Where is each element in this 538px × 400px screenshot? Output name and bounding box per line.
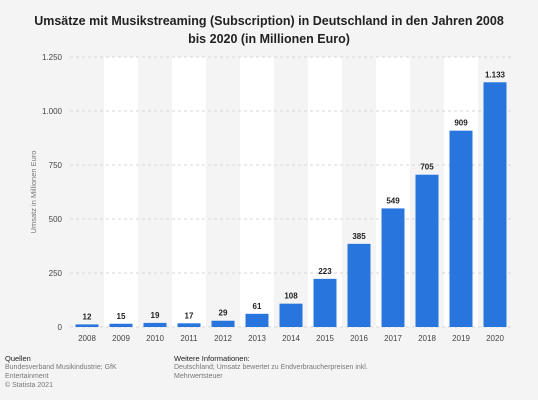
x-tick-label: 2018	[418, 334, 436, 343]
data-label: 61	[253, 302, 262, 311]
chart-title-line-2: bis 2020 (in Millionen Euro)	[188, 32, 350, 46]
data-label: 385	[352, 232, 366, 241]
y-tick-label: 250	[49, 269, 63, 278]
info-block: Weitere Informationen: Deutschland; Umsa…	[174, 354, 394, 381]
data-label: 1.133	[485, 70, 506, 79]
x-axis-ticks: 2008 2009 2010 2011 2012 2013 2014 2015 2016 2017…	[78, 334, 504, 343]
sources-line-2: Entertainment	[5, 373, 49, 380]
band	[240, 57, 274, 327]
data-label: 549	[386, 196, 400, 205]
y-tick-label: 500	[49, 215, 63, 224]
data-label: 15	[117, 312, 126, 321]
data-label: 29	[219, 309, 228, 318]
info-heading: Weitere Informationen:	[174, 354, 250, 363]
x-tick-label: 2017	[384, 334, 402, 343]
bar	[211, 320, 235, 327]
x-tick-label: 2020	[486, 334, 504, 343]
bar	[75, 324, 99, 327]
bar	[381, 208, 405, 327]
sources-heading: Quellen	[5, 354, 31, 363]
bar	[313, 278, 337, 327]
y-tick-label: 750	[49, 161, 63, 170]
data-labels: 12 15 19 17 29 61 108 223 385 549 705 909 1.133	[83, 70, 506, 321]
bar	[483, 82, 507, 327]
bar	[109, 323, 133, 327]
y-axis-label: Umsatz in Millionen Euro	[29, 151, 38, 234]
info-line-2: Mehrwertsteuer	[174, 373, 223, 380]
x-tick-label: 2013	[248, 334, 266, 343]
x-tick-label: 2011	[180, 334, 198, 343]
data-label: 12	[83, 312, 92, 321]
bar	[245, 313, 269, 327]
alternating-bands	[104, 57, 478, 327]
x-tick-label: 2015	[316, 334, 334, 343]
x-tick-label: 2012	[214, 334, 232, 343]
bar	[143, 322, 167, 327]
chart-title: Umsätze mit Musikstreaming (Subscription…	[0, 12, 538, 48]
y-axis-ticks: 0 250 500 750 1.000 1.250	[42, 53, 63, 332]
bar	[415, 174, 439, 327]
bar	[347, 243, 371, 327]
x-tick-label: 2014	[282, 334, 300, 343]
data-label: 19	[151, 311, 160, 320]
bar	[279, 303, 303, 327]
bars	[75, 82, 507, 327]
x-tick-label: 2010	[146, 334, 164, 343]
bar	[449, 130, 473, 327]
data-label: 108	[284, 292, 298, 301]
x-tick-label: 2009	[112, 334, 130, 343]
sources-block: Quellen Bundesverband Musikindustrie; Gf…	[5, 354, 155, 390]
band	[104, 57, 138, 327]
y-tick-label: 1.250	[42, 53, 63, 62]
sources-line-1: Bundesverband Musikindustrie; GfK	[5, 364, 117, 371]
bar	[177, 323, 201, 327]
x-tick-label: 2016	[350, 334, 368, 343]
y-tick-label: 0	[58, 323, 63, 332]
data-label: 223	[318, 267, 332, 276]
y-tick-label: 1.000	[42, 107, 63, 116]
chart-title-line-1: Umsätze mit Musikstreaming (Subscription…	[34, 14, 504, 28]
x-tick-label: 2008	[78, 334, 96, 343]
data-label: 17	[185, 311, 194, 320]
data-label: 705	[420, 163, 434, 172]
data-label: 909	[454, 119, 468, 128]
x-tick-label: 2019	[452, 334, 470, 343]
info-line-1: Deutschland; Umsatz bewertet zu Endverbr…	[174, 364, 368, 371]
sources-line-3: © Statista 2021	[5, 382, 53, 389]
band	[172, 57, 206, 327]
